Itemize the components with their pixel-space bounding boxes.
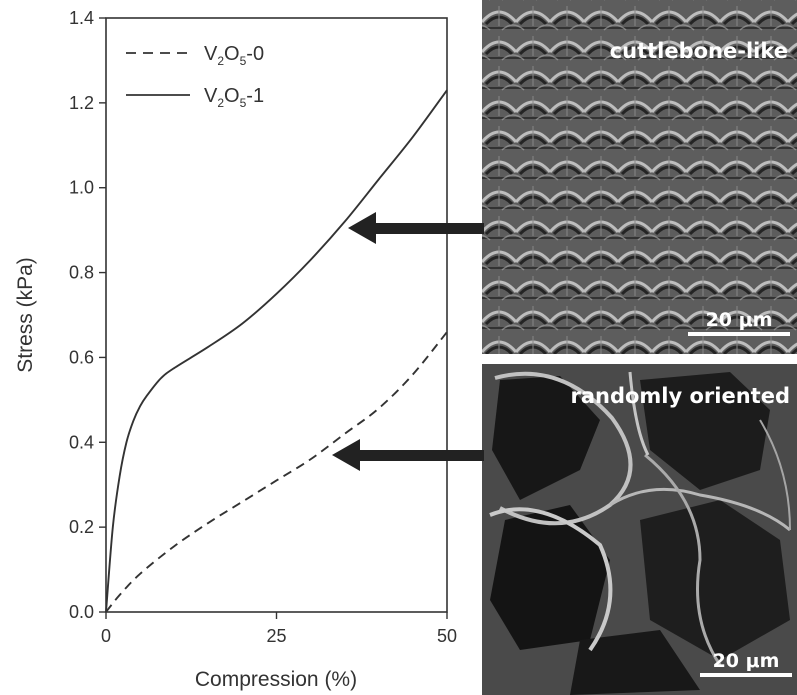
scale-bar-bottom bbox=[700, 673, 792, 677]
chart: 0.0 0.2 0.4 0.6 0.8 1.0 1.2 1.4 0 25 50 Stress (k… bbox=[14, 8, 457, 691]
y-tick-label: 1.2 bbox=[69, 93, 94, 113]
x-axis: 0 25 50 bbox=[101, 612, 457, 646]
scale-bar-bottom-label: 20 μm bbox=[713, 650, 780, 672]
y-tick-label: 1.0 bbox=[69, 178, 94, 198]
y-axis: 0.0 0.2 0.4 0.6 0.8 1.0 1.2 1.4 bbox=[69, 8, 106, 622]
micrograph-bottom-label: randomly oriented bbox=[570, 384, 790, 408]
arrow-top bbox=[348, 212, 484, 244]
series-layer bbox=[105, 89, 448, 613]
micrograph-bottom: randomly oriented 20 μm bbox=[482, 364, 797, 695]
y-axis-title: Stress (kPa) bbox=[14, 257, 37, 373]
y-tick-label: 0.4 bbox=[69, 432, 94, 452]
scale-bar-top-label: 20 μm bbox=[706, 309, 773, 331]
series-line-v2o5-1 bbox=[105, 89, 448, 613]
legend-label-v2o5-1: V2O5-1 bbox=[204, 85, 264, 110]
y-tick-label: 0.6 bbox=[69, 347, 94, 367]
legend-label-v2o5-0: V2O5-0 bbox=[204, 43, 264, 68]
micrograph-top: cuttlebone-like 20 μm bbox=[482, 0, 797, 354]
plot-frame bbox=[105, 17, 448, 613]
arrow-bottom bbox=[332, 439, 484, 471]
scale-bar-top bbox=[688, 332, 790, 336]
x-tick-label: 50 bbox=[437, 626, 457, 646]
y-tick-label: 1.4 bbox=[69, 8, 94, 28]
series-line-v2o5-0 bbox=[105, 331, 448, 613]
y-tick-label: 0.8 bbox=[69, 263, 94, 283]
x-tick-label: 25 bbox=[266, 626, 286, 646]
micrograph-top-label: cuttlebone-like bbox=[610, 39, 788, 63]
x-axis-title: Compression (%) bbox=[195, 668, 357, 691]
legend: V2O5-0 V2O5-1 bbox=[126, 43, 264, 110]
y-tick-label: 0.2 bbox=[69, 517, 94, 537]
y-tick-label: 0.0 bbox=[69, 602, 94, 622]
x-tick-label: 0 bbox=[101, 626, 111, 646]
